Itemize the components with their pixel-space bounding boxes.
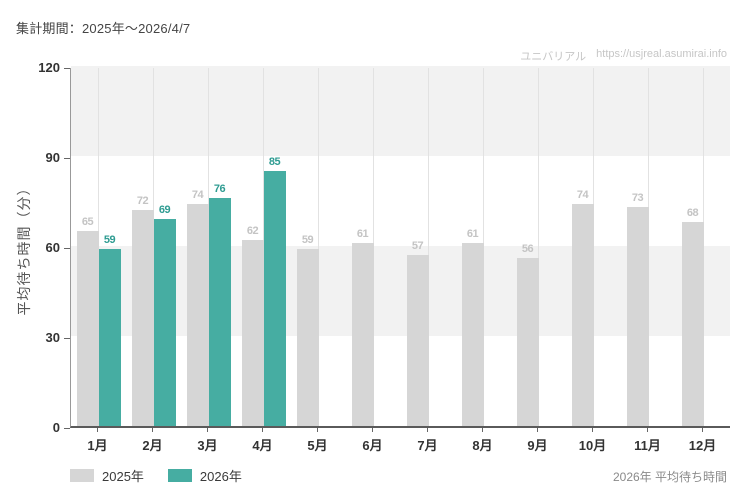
x-tick-mark bbox=[97, 428, 98, 432]
x-tick-label: 2月 bbox=[142, 438, 163, 453]
x-tick-mark bbox=[317, 428, 318, 432]
bar-value-label: 57 bbox=[411, 240, 424, 252]
bar-2026年 bbox=[263, 171, 286, 426]
legend-label-2026: 2026年 bbox=[199, 469, 242, 484]
watermark-brand: ユニバリアル bbox=[520, 51, 587, 63]
month-gridline bbox=[538, 68, 539, 426]
y-tick-label: 0 bbox=[52, 420, 60, 435]
x-tick-mark bbox=[592, 428, 593, 432]
watermark: ユニバリアル https://usjreal.asumirai.info bbox=[520, 48, 727, 64]
bar-2025年 bbox=[241, 240, 264, 426]
bar-2025年 bbox=[571, 204, 594, 426]
bar-2025年 bbox=[516, 258, 539, 426]
x-tick-mark bbox=[427, 428, 428, 432]
y-tick-mark bbox=[64, 337, 70, 339]
y-tick-label: 120 bbox=[38, 60, 60, 75]
y-tick-label: 60 bbox=[45, 240, 60, 255]
x-tick-mark bbox=[152, 428, 153, 432]
month-gridline bbox=[593, 68, 594, 426]
x-tick-mark bbox=[372, 428, 373, 432]
month-gridline bbox=[648, 68, 649, 426]
legend-item-2026: 2026年 bbox=[167, 466, 242, 485]
bar-2026年 bbox=[208, 198, 231, 426]
x-tick-mark bbox=[482, 428, 483, 432]
x-tick-label: 5月 bbox=[307, 438, 328, 453]
y-tick-label: 90 bbox=[45, 150, 60, 165]
x-axis: 1月 2月 3月 4月 5月 6月 7月 8月 9月 10月 11月 12月 bbox=[70, 428, 730, 460]
watermark-url: https://usjreal.asumirai.info bbox=[596, 48, 727, 60]
x-tick-label: 6月 bbox=[362, 438, 383, 453]
month-gridline bbox=[428, 68, 429, 426]
legend: 2025年 2026年 bbox=[70, 466, 242, 485]
bar-2026年 bbox=[98, 249, 121, 426]
bar-2026年 bbox=[153, 219, 176, 426]
x-tick-mark bbox=[262, 428, 263, 432]
bar-value-label: 68 bbox=[686, 207, 699, 219]
chart-title: 集計期間：2025年～2026/4/7 bbox=[16, 21, 191, 36]
bar-2025年 bbox=[131, 210, 154, 426]
x-tick-label: 10月 bbox=[578, 438, 607, 453]
plot-area: 65 59 72 69 74 76 62 85 59 61 57 61 56 74 73 68 bbox=[70, 66, 730, 428]
bar-2025年 bbox=[296, 249, 319, 426]
bar-2025年 bbox=[681, 222, 704, 426]
x-tick-label: 1月 bbox=[87, 438, 108, 453]
x-tick-mark bbox=[647, 428, 648, 432]
y-tick-mark bbox=[64, 247, 70, 249]
x-tick-label: 12月 bbox=[688, 438, 717, 453]
month-gridline bbox=[373, 68, 374, 426]
month-gridline bbox=[483, 68, 484, 426]
month-gridline bbox=[703, 68, 704, 426]
legend-item-2025: 2025年 bbox=[70, 466, 144, 485]
plot-band-row bbox=[71, 246, 730, 336]
x-tick-label: 3月 bbox=[197, 438, 218, 453]
bar-value-label: 61 bbox=[466, 228, 479, 240]
bar-value-label: 61 bbox=[356, 228, 369, 240]
bar-value-label: 59 bbox=[103, 234, 116, 246]
bar-value-label: 56 bbox=[521, 243, 534, 255]
bar-value-label: 72 bbox=[136, 195, 149, 207]
plot-band-row bbox=[71, 66, 730, 156]
legend-label-2025: 2025年 bbox=[102, 469, 144, 484]
y-tick-mark bbox=[64, 157, 70, 159]
x-tick-label: 9月 bbox=[527, 438, 548, 453]
bar-value-label: 65 bbox=[81, 216, 94, 228]
y-tick-mark bbox=[64, 427, 70, 429]
y-axis: 0 30 60 90 120 bbox=[0, 60, 70, 435]
bar-2025年 bbox=[461, 243, 484, 426]
x-tick-label: 11月 bbox=[634, 438, 661, 453]
bar-2025年 bbox=[351, 243, 374, 426]
legend-swatch-2025 bbox=[70, 469, 94, 482]
bar-2025年 bbox=[76, 231, 99, 426]
month-gridline bbox=[318, 68, 319, 426]
bar-value-label: 69 bbox=[158, 204, 171, 216]
x-tick-mark bbox=[702, 428, 703, 432]
bar-2025年 bbox=[406, 255, 429, 426]
x-tick-label: 4月 bbox=[252, 438, 273, 453]
x-tick-mark bbox=[537, 428, 538, 432]
footer-note: 2026年 平均待ち時間 bbox=[612, 470, 727, 484]
bar-2025年 bbox=[186, 204, 209, 426]
legend-swatch-2026 bbox=[167, 469, 192, 482]
bar-value-label: 74 bbox=[191, 189, 204, 201]
bar-value-label: 73 bbox=[631, 192, 644, 204]
bar-value-label: 76 bbox=[213, 183, 226, 195]
y-tick-label: 30 bbox=[45, 330, 60, 345]
x-tick-label: 8月 bbox=[472, 438, 493, 453]
month-gridline bbox=[98, 68, 99, 426]
bar-value-label: 62 bbox=[246, 225, 259, 237]
x-tick-label: 7月 bbox=[417, 438, 438, 453]
x-tick-mark bbox=[207, 428, 208, 432]
bar-2025年 bbox=[626, 207, 649, 426]
bar-value-label: 74 bbox=[576, 189, 589, 201]
bar-value-label: 59 bbox=[301, 234, 314, 246]
bar-value-label: 85 bbox=[268, 156, 281, 168]
y-tick-mark bbox=[64, 67, 70, 69]
